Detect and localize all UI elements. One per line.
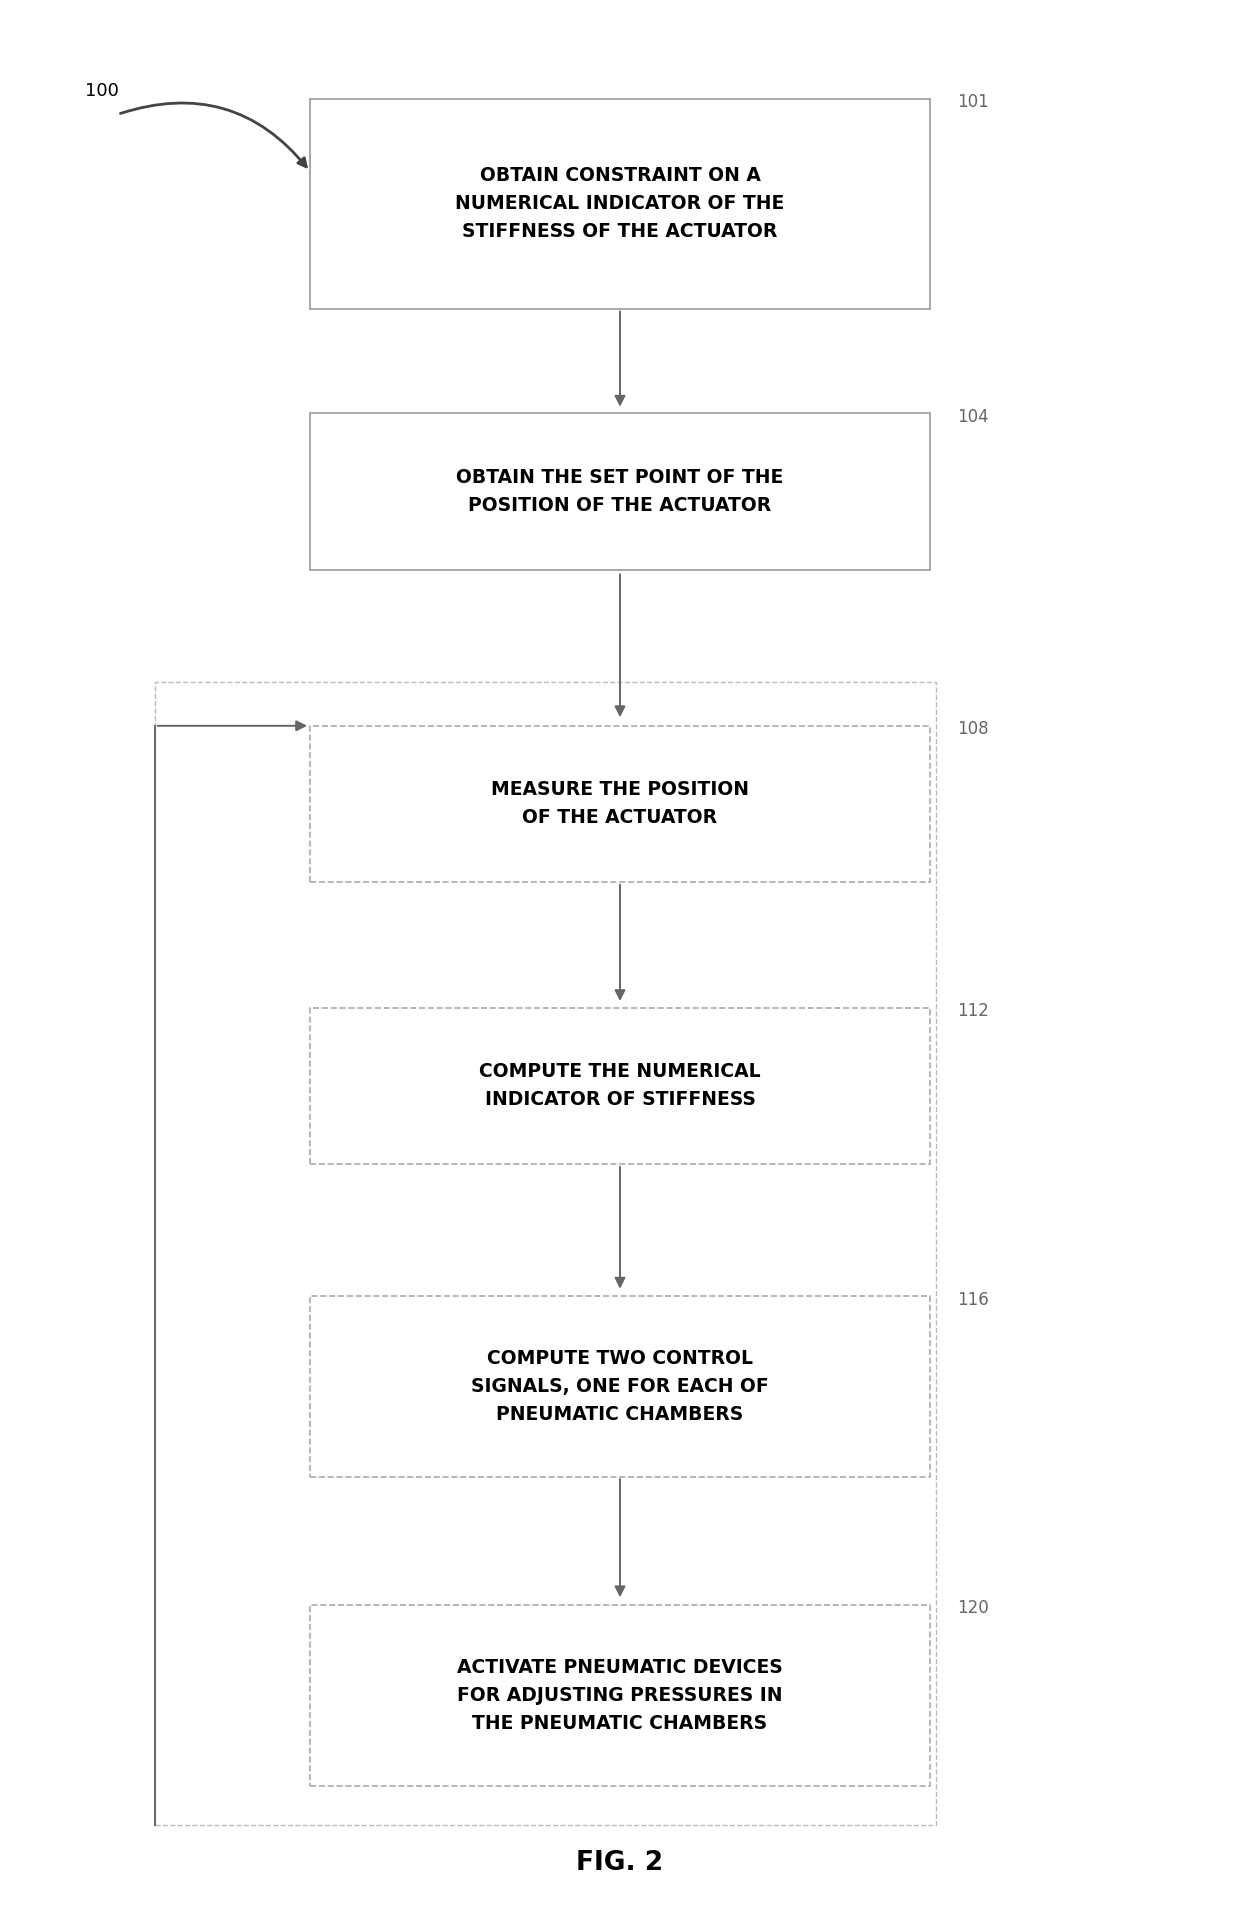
Text: 108: 108 <box>957 720 990 737</box>
Text: 112: 112 <box>957 1002 990 1019</box>
Text: 116: 116 <box>957 1292 990 1309</box>
Bar <box>310 99 930 309</box>
Text: OBTAIN CONSTRAINT ON A
NUMERICAL INDICATOR OF THE
STIFFNESS OF THE ACTUATOR: OBTAIN CONSTRAINT ON A NUMERICAL INDICAT… <box>455 166 785 242</box>
Text: ACTIVATE PNEUMATIC DEVICES
FOR ADJUSTING PRESSURES IN
THE PNEUMATIC CHAMBERS: ACTIVATE PNEUMATIC DEVICES FOR ADJUSTING… <box>458 1657 782 1734</box>
Bar <box>310 1295 930 1478</box>
Text: MEASURE THE POSITION
OF THE ACTUATOR: MEASURE THE POSITION OF THE ACTUATOR <box>491 781 749 827</box>
Bar <box>155 682 936 1825</box>
Bar <box>310 726 930 882</box>
Text: 104: 104 <box>957 408 990 425</box>
Bar <box>310 1604 930 1787</box>
Text: 101: 101 <box>957 93 990 110</box>
Text: 100: 100 <box>84 82 119 101</box>
Text: COMPUTE THE NUMERICAL
INDICATOR OF STIFFNESS: COMPUTE THE NUMERICAL INDICATOR OF STIFF… <box>479 1063 761 1109</box>
Text: COMPUTE TWO CONTROL
SIGNALS, ONE FOR EACH OF
PNEUMATIC CHAMBERS: COMPUTE TWO CONTROL SIGNALS, ONE FOR EAC… <box>471 1349 769 1425</box>
Text: 120: 120 <box>957 1600 990 1617</box>
Text: FIG. 2: FIG. 2 <box>577 1850 663 1876</box>
Text: OBTAIN THE SET POINT OF THE
POSITION OF THE ACTUATOR: OBTAIN THE SET POINT OF THE POSITION OF … <box>456 469 784 514</box>
Bar <box>310 413 930 570</box>
Bar <box>310 1008 930 1164</box>
